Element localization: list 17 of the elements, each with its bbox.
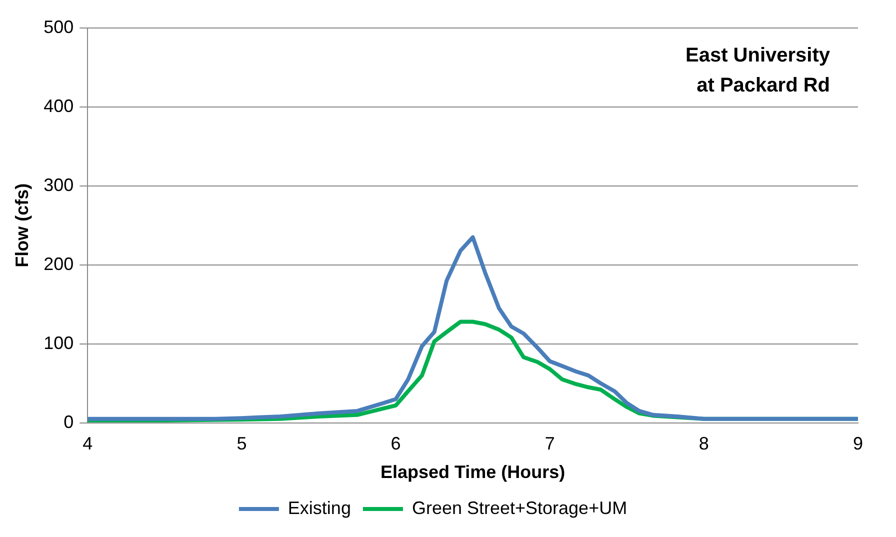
y-tick-label: 500 xyxy=(44,16,74,37)
x-tick-label: 8 xyxy=(698,434,709,454)
x-tick-label: 5 xyxy=(236,434,247,454)
x-tick-label: 6 xyxy=(390,434,401,454)
y-tick-label: 400 xyxy=(44,96,74,116)
annotation: East University at Packard Rd xyxy=(685,44,831,97)
x-tick-label: 9 xyxy=(852,434,864,454)
legend-label: Green Street+Storage+UM xyxy=(412,498,628,518)
y-tick-label: 100 xyxy=(44,332,74,353)
x-tick-label: 7 xyxy=(544,434,555,454)
x-axis-title: Elapsed Time (Hours) xyxy=(380,462,566,482)
y-tick-label: 300 xyxy=(44,174,74,195)
y-tick-label: 200 xyxy=(44,254,74,274)
y-tick-label: 0 xyxy=(64,412,74,432)
x-tick-label: 4 xyxy=(82,434,93,454)
y-axis-title: Flow (cfs) xyxy=(12,183,32,268)
legend-label: Existing xyxy=(288,498,351,518)
